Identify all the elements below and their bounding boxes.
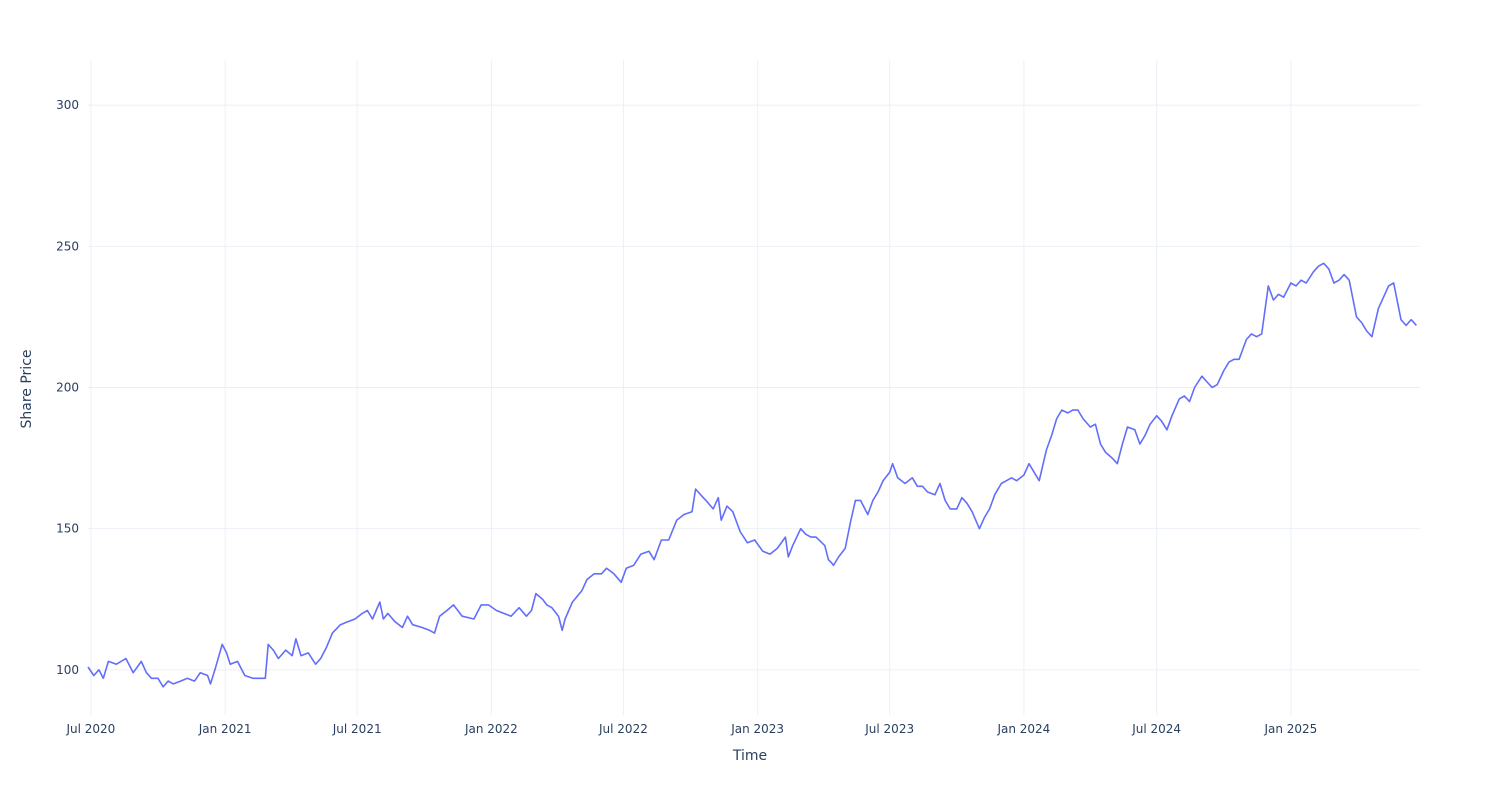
x-tick-label: Jul 2023 [864, 722, 914, 736]
y-tick-label: 200 [56, 381, 79, 395]
x-axis-title: Time [732, 748, 767, 764]
x-tick-label: Jan 2025 [1263, 722, 1317, 736]
x-tick-label: Jul 2020 [65, 722, 115, 736]
y-tick-label: 150 [56, 522, 79, 536]
series-group [87, 262, 1417, 688]
y-axis-ticks: 100 150 200 250 300 [56, 98, 79, 677]
x-tick-label: Jul 2022 [598, 722, 648, 736]
x-tick-label: Jan 2023 [730, 722, 784, 736]
y-tick-label: 100 [56, 663, 79, 677]
y-axis-title: Share Price [19, 349, 35, 428]
x-tick-label: Jan 2024 [996, 722, 1050, 736]
y-tick-label: 300 [56, 98, 79, 112]
x-axis-ticks: Jul 2020 Jan 2021 Jul 2021 Jan 2022 Jul 2022… [65, 722, 1317, 736]
x-tick-label: Jan 2022 [464, 722, 518, 736]
x-tick-label: Jul 2021 [332, 722, 382, 736]
grid [88, 60, 1420, 715]
x-tick-label: Jan 2021 [198, 722, 252, 736]
x-tick-label: Jul 2024 [1131, 722, 1181, 736]
y-tick-label: 250 [56, 239, 79, 253]
series-line [87, 262, 1417, 688]
